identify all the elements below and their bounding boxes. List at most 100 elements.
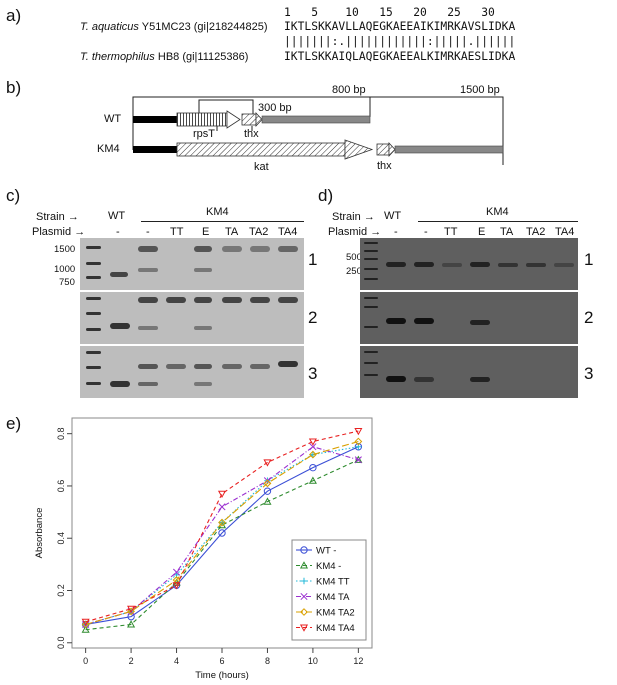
- seq1-sequence: IKTLSKKAVLLAQEGKAEEAIKIMRKAVSLIDKA: [284, 20, 516, 33]
- data-point-s3-5: [309, 443, 317, 451]
- series-line-4: [85, 440, 359, 626]
- d-lane-wt: -: [394, 226, 398, 238]
- scale-label-800: 800 bp: [332, 84, 366, 96]
- series-line-1: [85, 459, 359, 631]
- y-tick-label: 0.0: [56, 637, 66, 650]
- panel-b-label: b): [6, 78, 22, 97]
- data-point-s1-5: [308, 476, 317, 484]
- gel-c-row-2: [80, 292, 304, 344]
- thx-label-wt: thx: [244, 128, 259, 140]
- c-marker-1000: 1000: [54, 264, 76, 275]
- data-point-s0-3: [218, 529, 226, 537]
- seq1-organism: T. aquaticus Y51MC23 (gi|218244825): [80, 21, 268, 33]
- wt-track-label: WT: [104, 113, 122, 125]
- seq2-organism: T. thermophilus HB8 (gi|11125386): [80, 51, 248, 63]
- data-point-s4-5: [309, 450, 317, 459]
- data-point-s5-5: [308, 438, 317, 446]
- seq2-species: T. thermophilus: [80, 51, 155, 63]
- gel-d-row-3: [360, 346, 578, 398]
- c-row-3-label: 3: [308, 364, 318, 383]
- y-axis-label: Absorbance: [34, 508, 45, 559]
- d-row-2-label: 2: [584, 308, 594, 327]
- data-point-s1-1: [127, 620, 136, 628]
- legend-marker-1: [299, 561, 309, 569]
- legend-entry-3: KM4 TA: [316, 592, 350, 603]
- c-marker-750: 750: [59, 277, 75, 288]
- alignment-match-line: |||||||:.||||||||||||:|||||.||||||: [284, 35, 516, 48]
- d-lane-ta2: TA2: [526, 226, 546, 238]
- data-point-s3-3: [218, 503, 226, 511]
- data-point-s0-5: [309, 463, 317, 472]
- gel-d-row-1: [360, 238, 578, 290]
- y-tick-label: 0.6: [56, 480, 66, 493]
- c-lane-tt: TT: [170, 226, 184, 238]
- data-point-s4-0: [81, 620, 90, 629]
- rpsT-label: rpsT: [193, 128, 215, 140]
- rpsT-gene: [176, 112, 228, 127]
- d-lane-e: E: [478, 226, 486, 238]
- panel-c-label: c): [6, 186, 21, 205]
- data-point-s4-2: [172, 576, 181, 584]
- c-plasmid-label: Plasmid →: [32, 226, 86, 238]
- data-point-s5-1: [127, 605, 136, 614]
- y-tick-label: 0.2: [56, 584, 66, 597]
- x-tick-label: 10: [308, 656, 318, 666]
- data-point-s2-5: [309, 451, 317, 458]
- wt-upstream-block: [133, 116, 177, 123]
- c-lane-ta: TA: [225, 226, 239, 238]
- c-lane-e: E: [202, 226, 210, 238]
- d-strain-label: Strain →: [332, 211, 375, 223]
- data-point-s5-3: [217, 490, 227, 499]
- x-tick-label: 12: [353, 656, 363, 666]
- kat-gene: [176, 142, 346, 157]
- series-line-0: [85, 446, 359, 626]
- scale-bracket-1500: [132, 96, 504, 165]
- d-row-1-label: 1: [584, 250, 594, 269]
- c-marker-1500: 1500: [54, 244, 76, 255]
- legend-entry-4: KM4 TA2: [316, 608, 355, 619]
- d-row-3-label: 3: [584, 364, 594, 383]
- rpsT-arrow: [226, 110, 241, 129]
- seq2-strain: HB8 (gi|11125386): [157, 51, 249, 63]
- c-lane-km4: -: [146, 226, 150, 238]
- c-wt-header: WT: [108, 210, 126, 222]
- legend-marker-2: [300, 577, 308, 585]
- growth-curve-chart: 0 2 4 6 8 10 12 0.0 0.2 0.4 0.6 0.8 Time (hours) Abso…: [34, 417, 373, 681]
- scale-label-1500: 1500 bp: [460, 84, 500, 96]
- thx-arrow-km4: [388, 141, 396, 158]
- gene-map-diagram: [132, 96, 504, 165]
- data-point-s0-4: [263, 487, 272, 495]
- wt-downstream-block: [261, 115, 371, 124]
- data-point-s5-6: [354, 428, 363, 436]
- data-point-s1-4: [263, 497, 272, 505]
- seq1-species: T. aquaticus: [80, 21, 139, 33]
- x-tick-label: 0: [83, 656, 88, 666]
- kat-arrow: [344, 139, 374, 160]
- c-lane-ta4: TA4: [278, 226, 298, 238]
- x-tick-label: 6: [219, 656, 224, 666]
- data-point-s4-1: [127, 607, 135, 616]
- data-point-s4-4: [263, 479, 272, 488]
- scale-bracket-300: [198, 99, 254, 116]
- d-marker-500: 500: [346, 252, 362, 263]
- d-lane-tt: TT: [444, 226, 458, 238]
- c-km4-header: KM4: [206, 206, 229, 218]
- c-km4-bracket: [141, 221, 304, 222]
- thx-arrow-wt: [255, 111, 263, 128]
- d-lane-ta: TA: [500, 226, 514, 238]
- panel-e-label: e): [6, 414, 22, 433]
- thx-gene-wt: [241, 113, 257, 126]
- gel-c-row-3: [80, 346, 304, 398]
- x-tick-label: 2: [129, 656, 134, 666]
- seq2-sequence: IKTLSKKAIQLAQEGKAEEALKIMRKAESLIDKA: [284, 50, 516, 63]
- data-point-s3-6: [354, 456, 362, 464]
- d-wt-header: WT: [384, 210, 402, 222]
- x-tick-label: 4: [174, 656, 179, 666]
- y-tick-label: 0.4: [56, 532, 66, 545]
- legend-entry-5: KM4 TA4: [316, 623, 355, 634]
- c-lane-ta2: TA2: [249, 226, 269, 238]
- thx-label-km4: thx: [377, 160, 392, 172]
- d-km4-bracket: [418, 221, 578, 222]
- panel-a-label: a): [6, 6, 22, 25]
